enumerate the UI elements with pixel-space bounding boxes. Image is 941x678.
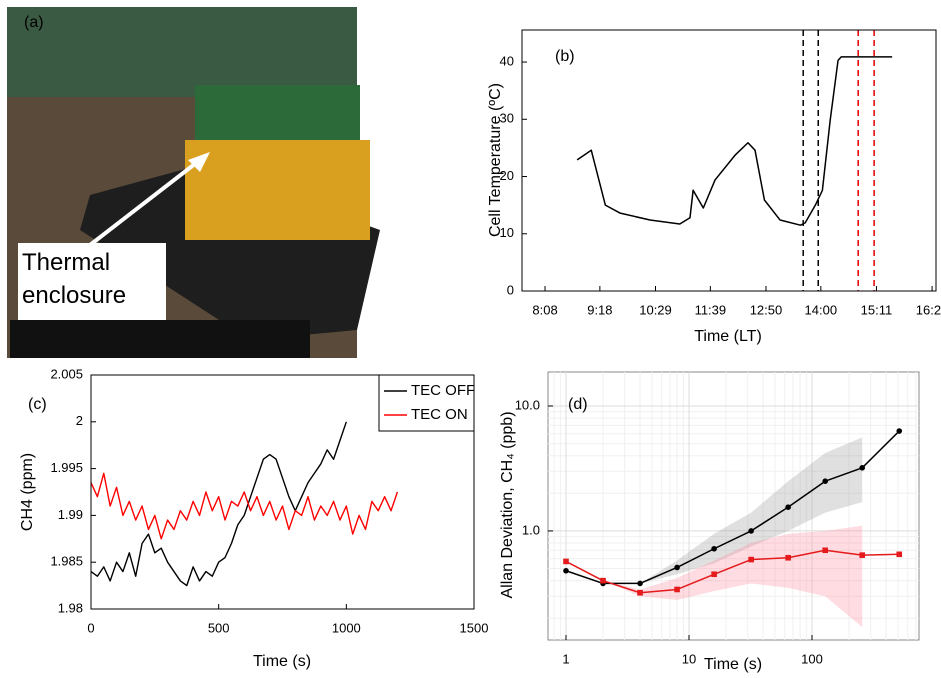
legend-label: TEC ON [411,406,468,423]
photo-enclosure [185,140,370,240]
annotation: Thermal enclosure [22,249,127,309]
data-line [565,430,900,585]
y-tick-label: 1.0 [522,522,540,537]
annotation-text: Thermal enclosure [22,249,127,309]
x-tick-label: 15:11 [861,302,893,317]
annotation-arrow [88,158,202,247]
y-tick-label: 20 [500,168,514,183]
plot-area [547,371,920,641]
y-tick-label: 2 [76,413,83,428]
x-axis-label: Time (s) [253,653,311,670]
x-tick-label: 8:08 [532,302,557,317]
y-axis-label: CH4 (ppm) [19,453,36,531]
legend-label: TEC OFF [411,382,475,399]
x-tick-label: 14:00 [805,302,838,317]
confidence-band [640,437,863,584]
marker [896,428,903,434]
annotation-box [18,243,166,320]
y-axis-label: Allan Deviation, CH₄ (ppb) [499,411,516,598]
marker [822,478,828,485]
x-tick-label: 11:39 [695,302,727,317]
y-axis-label: Cell Temperature (ºC) [487,83,504,237]
marker [711,571,717,578]
data-line [90,472,399,540]
x-axis-label: Time (LT) [694,328,762,345]
x-tick-label: 12:50 [750,302,783,317]
photo-carbon [10,320,310,358]
photo-board [195,85,360,140]
marker [748,528,754,534]
photo-background [7,7,357,97]
data-line [90,421,347,587]
y-tick-label: 1.99 [58,507,83,522]
marker [600,577,606,584]
chart: 8:08 9:18 10:29 11:39 12:50 14:00 15:11 16:22 0 1… [487,29,941,345]
marker [563,567,569,574]
y-tick-label: 10 [500,225,514,240]
y-tick-label: 0 [507,282,514,297]
x-tick-label: 1 [562,651,569,666]
marker [859,552,866,558]
plot-frame [90,374,475,610]
data-line [576,56,893,226]
chart: 1 10 100 1.0 10.0 (d) Time (s) Allan Deviation,… [499,371,920,673]
y-tick-label: 1.985 [50,554,83,569]
chart: 0 500 1000 1500 1.98 1.985 1.99 1.995 2 2.005 TEC … [19,366,488,670]
y-tick-label: 1.98 [58,600,83,615]
marker [563,558,569,565]
data-line [565,549,900,594]
y-tick-label: 40 [500,53,514,68]
y-tick-label: 1.995 [50,460,83,475]
y-tick-label: 30 [500,111,514,126]
annotation-arrowhead [188,152,210,172]
marker [637,580,643,587]
marker [859,465,866,471]
photo-panel: (a) Thermal enclosure [7,7,380,358]
marker [748,556,754,563]
marker [637,589,643,596]
x-tick-label: 10:29 [639,302,672,317]
marker [896,551,903,558]
plot-frame [521,29,937,292]
marker [674,586,680,593]
marker [822,547,828,554]
marker [785,554,791,561]
x-tick-label: 100 [801,651,823,666]
marker [785,504,791,510]
confidence-band [603,525,863,628]
x-tick-label: 500 [208,620,230,635]
y-tick-label: 10.0 [515,397,540,412]
legend-box [378,374,475,432]
x-tick-label: 1000 [332,620,361,635]
x-tick-label: 9:18 [587,302,612,317]
marker [674,564,680,571]
x-tick-label: 1500 [460,620,489,635]
x-tick-label: 0 [87,620,94,635]
panel-label: (b) [555,48,575,65]
panel-label: (d) [568,396,588,413]
y-tick-label: 2.005 [50,366,83,381]
x-tick-label: 10 [682,651,696,666]
x-axis-label: Time (s) [704,656,762,673]
panel-label: (c) [28,396,47,413]
x-tick-label: 16:22 [916,302,941,317]
panel-label: (a) [24,14,44,31]
marker [711,545,717,552]
